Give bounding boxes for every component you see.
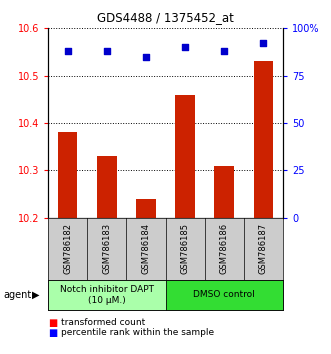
Text: agent: agent <box>3 290 31 300</box>
Bar <box>175 95 195 218</box>
Bar <box>166 280 283 310</box>
Point <box>143 54 149 59</box>
Text: GSM786185: GSM786185 <box>181 223 190 274</box>
Bar <box>254 62 273 218</box>
Text: ■: ■ <box>48 328 57 338</box>
Text: GSM786183: GSM786183 <box>102 223 111 274</box>
Point <box>104 48 109 54</box>
Text: ▶: ▶ <box>32 290 40 300</box>
Text: GSM786184: GSM786184 <box>141 223 150 274</box>
Bar <box>136 199 156 218</box>
Text: GSM786186: GSM786186 <box>220 223 229 274</box>
Text: Notch inhibitor DAPT
(10 μM.): Notch inhibitor DAPT (10 μM.) <box>60 285 154 305</box>
Text: GDS4488 / 1375452_at: GDS4488 / 1375452_at <box>97 11 234 24</box>
Bar <box>214 166 234 218</box>
Bar <box>97 156 117 218</box>
Bar <box>58 132 77 218</box>
Text: GSM786187: GSM786187 <box>259 223 268 274</box>
Text: DMSO control: DMSO control <box>193 290 255 299</box>
Point <box>65 48 70 54</box>
Point <box>261 41 266 46</box>
Bar <box>48 280 166 310</box>
Text: percentile rank within the sample: percentile rank within the sample <box>61 328 214 337</box>
Text: ■: ■ <box>48 318 57 328</box>
Text: transformed count: transformed count <box>61 318 146 327</box>
Point <box>222 48 227 54</box>
Point <box>182 45 188 50</box>
Text: GSM786182: GSM786182 <box>63 223 72 274</box>
